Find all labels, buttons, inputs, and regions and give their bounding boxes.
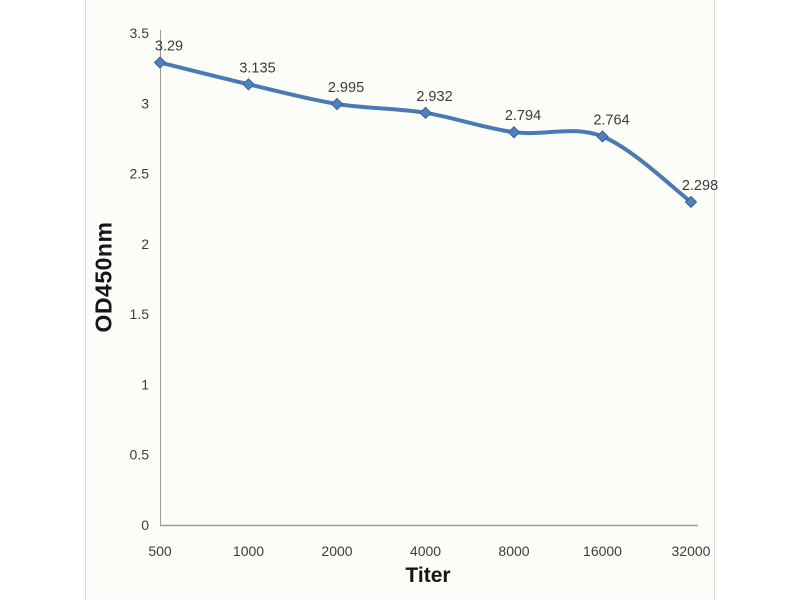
y-tick-label: 1.5 (130, 306, 150, 322)
x-tick-label: 1000 (233, 543, 264, 559)
y-tick-label: 0 (141, 517, 149, 533)
data-point-marker (507, 126, 521, 139)
data-point-marker (684, 195, 698, 209)
y-tick-label: 1 (141, 376, 149, 392)
y-tick-label: 2 (141, 236, 149, 252)
y-axis-title: OD450nm (90, 221, 117, 333)
series-line (158, 60, 693, 204)
x-tick-label: 500 (148, 543, 172, 559)
y-tick-label: 3.5 (130, 25, 150, 41)
data-point-marker (330, 97, 344, 111)
data-point-marker (242, 78, 255, 91)
data-point-marker (419, 106, 432, 120)
x-tick-label: 2000 (321, 543, 352, 559)
data-point-label: 2.764 (593, 112, 629, 128)
x-tick-label: 4000 (410, 543, 441, 559)
data-point-label: 2.995 (328, 80, 364, 96)
x-tick-label: 32000 (672, 543, 711, 559)
data-point-label: 3.135 (239, 60, 275, 76)
data-point-label: 2.932 (416, 89, 452, 105)
x-axis-title: Titer (405, 564, 451, 587)
y-tick-label: 3 (141, 95, 149, 111)
y-tick-label: 2.5 (130, 166, 150, 182)
data-point-label: 3.29 (155, 39, 183, 55)
data-point-marker (596, 130, 609, 143)
x-tick-label: 16000 (583, 543, 622, 559)
data-point-marker (153, 56, 167, 69)
x-tick-label: 8000 (498, 543, 529, 559)
data-point-label: 2.794 (505, 108, 541, 124)
y-tick-label: 0.5 (130, 447, 150, 463)
chart-background (85, 0, 715, 600)
data-point-label: 2.298 (682, 178, 718, 194)
